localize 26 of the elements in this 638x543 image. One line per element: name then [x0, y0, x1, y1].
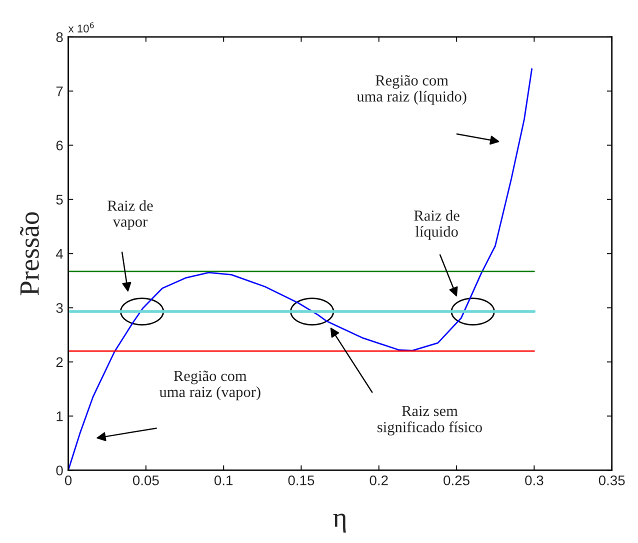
x-tick-label: 0.15	[288, 475, 314, 486]
x-tick-label: 0.2	[370, 475, 388, 486]
y-tick-label: 5	[56, 194, 63, 205]
y-tick-label: 1	[56, 412, 63, 422]
x-tick-label: 0.25	[444, 475, 470, 486]
y-tick-label: 4	[56, 249, 63, 259]
y-tick-label: 8	[56, 32, 63, 42]
y-tick-label: 6	[56, 140, 63, 150]
x-tick-label: 0.3	[525, 475, 544, 486]
y-tick-label: 7	[56, 86, 63, 96]
text: x 10$^{6}$	[68, 22, 94, 32]
annotation: Raiz de líquido	[414, 210, 460, 240]
x-tick-label: 0.05	[132, 475, 159, 486]
annotation: Região com uma raiz (vapor)	[159, 370, 260, 400]
annotation: Raiz sem significado físico	[378, 406, 482, 436]
annotation: Raiz de vapor	[108, 200, 153, 230]
x-tick-label: 0	[64, 475, 72, 486]
x-tick-label: 0.1	[214, 475, 233, 486]
y-tick-label: 3	[56, 303, 63, 313]
y-tick-label: 2	[56, 357, 63, 367]
x-tick-label: 0.35	[598, 475, 625, 486]
y-tick-label: 0	[56, 466, 63, 476]
y-axis-title: Pressão	[20, 212, 39, 296]
line-series	[68, 68, 533, 470]
x-axis-title: η	[333, 514, 346, 533]
annotation: Região com uma raiz (líquido)	[356, 75, 466, 105]
